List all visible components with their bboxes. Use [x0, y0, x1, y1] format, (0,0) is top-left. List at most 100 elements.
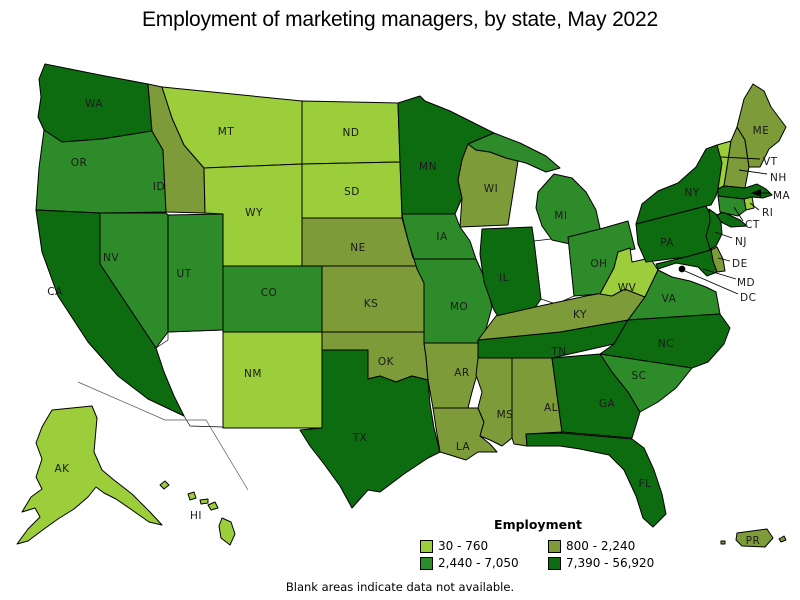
leader-de	[717, 257, 731, 262]
label-nv: NV	[103, 252, 119, 264]
leader-md	[702, 268, 737, 280]
state-hi-oahu	[187, 491, 197, 501]
state-md	[655, 249, 718, 277]
label-ia: IA	[436, 231, 448, 243]
state-ne	[301, 217, 425, 267]
label-ca: CA	[47, 286, 63, 298]
legend-item-4: 7,390 - 56,920	[548, 556, 656, 570]
label-wy: WY	[245, 207, 263, 219]
legend-label-2: 800 - 2,240	[566, 539, 636, 553]
legend-swatch-2	[548, 539, 561, 553]
state-nm	[222, 331, 323, 429]
inset-divider	[77, 381, 249, 491]
label-md: MD	[737, 277, 755, 289]
state-pr-islet-west	[720, 540, 726, 545]
state-ct	[717, 195, 747, 217]
state-ak	[16, 405, 163, 545]
state-ms	[475, 357, 513, 447]
label-la: LA	[456, 441, 471, 453]
label-or: OR	[71, 157, 88, 169]
state-hi-molokai	[199, 498, 209, 505]
label-ga: GA	[599, 398, 616, 410]
label-oh: OH	[590, 258, 607, 270]
leader-nh	[738, 169, 768, 175]
state-co	[222, 265, 323, 333]
footnote: Blank areas indicate data not available.	[285, 580, 515, 594]
legend-label-1: 30 - 760	[438, 539, 489, 553]
legend-label-4: 7,390 - 56,920	[566, 556, 655, 570]
legend-item-3: 2,440 - 7,050	[420, 556, 548, 570]
label-ut: UT	[176, 268, 191, 280]
label-mn: MN	[419, 161, 437, 173]
page-title: Employment of marketing managers, by sta…	[141, 8, 658, 31]
label-ny: NY	[684, 187, 699, 199]
label-wv: WV	[618, 282, 637, 294]
label-nh: NH	[770, 172, 787, 184]
legend-swatch-3	[420, 556, 433, 570]
label-ma: MA	[773, 190, 791, 202]
label-hi: HI	[190, 510, 202, 522]
leader-ma-arrow	[751, 189, 761, 197]
label-ms: MS	[497, 409, 514, 421]
label-al: AL	[544, 402, 558, 414]
label-ct: CT	[745, 219, 760, 231]
label-il: IL	[499, 272, 509, 284]
label-ak: AK	[54, 463, 70, 475]
state-sc	[599, 353, 693, 413]
label-mi: MI	[554, 210, 567, 222]
state-me	[736, 83, 787, 168]
state-hi-kauai	[159, 480, 170, 490]
leader-dc	[684, 270, 739, 295]
label-co: CO	[261, 287, 278, 299]
state-tx	[299, 349, 441, 509]
label-me: ME	[753, 125, 770, 137]
legend-item-2: 800 - 2,240	[548, 539, 656, 553]
state-ar	[423, 342, 481, 409]
label-nd: ND	[343, 127, 360, 139]
label-ks: KS	[364, 298, 379, 310]
dc-marker	[678, 265, 686, 273]
state-hi-maui	[207, 501, 219, 511]
label-wi: WI	[484, 183, 498, 195]
state-pr	[735, 528, 774, 548]
label-pa: PA	[660, 237, 674, 249]
label-wa: WA	[85, 98, 103, 110]
leader-vt	[720, 156, 761, 160]
legend-label-3: 2,440 - 7,050	[438, 556, 519, 570]
label-sc: SC	[632, 370, 647, 382]
label-vt: VT	[763, 156, 778, 168]
label-dc: DC	[740, 292, 756, 304]
label-sd: SD	[344, 186, 360, 198]
label-fl: FL	[639, 478, 652, 490]
label-nm: NM	[244, 368, 262, 380]
map-legend: Employment 30 - 760 800 - 2,240 2,440 - …	[420, 517, 656, 570]
state-or	[35, 129, 167, 214]
label-tn: TN	[550, 346, 566, 358]
label-id: ID	[153, 181, 165, 193]
leader-ri	[749, 202, 760, 211]
label-mo: MO	[450, 301, 468, 313]
label-nc: NC	[658, 338, 674, 350]
label-mt: MT	[218, 126, 235, 138]
label-nj: NJ	[735, 236, 747, 248]
state-fl	[525, 432, 667, 528]
label-ri: RI	[762, 207, 773, 219]
state-pr-islet-east	[778, 535, 787, 543]
legend-items: 30 - 760 800 - 2,240 2,440 - 7,050 7,390…	[420, 539, 656, 570]
label-de: DE	[732, 258, 748, 270]
label-ar: AR	[454, 367, 469, 379]
legend-swatch-1	[420, 539, 433, 553]
leader-nj	[714, 231, 733, 239]
label-pr: PR	[746, 535, 761, 547]
label-ne: NE	[350, 242, 366, 254]
label-ok: OK	[378, 356, 395, 368]
legend-item-1: 30 - 760	[420, 539, 548, 553]
state-mi-up	[467, 132, 561, 173]
legend-swatch-4	[548, 556, 561, 570]
legend-title: Employment	[494, 517, 582, 532]
state-nc	[599, 313, 731, 369]
label-ky: KY	[573, 309, 587, 321]
state-hi-big-island	[218, 517, 236, 546]
